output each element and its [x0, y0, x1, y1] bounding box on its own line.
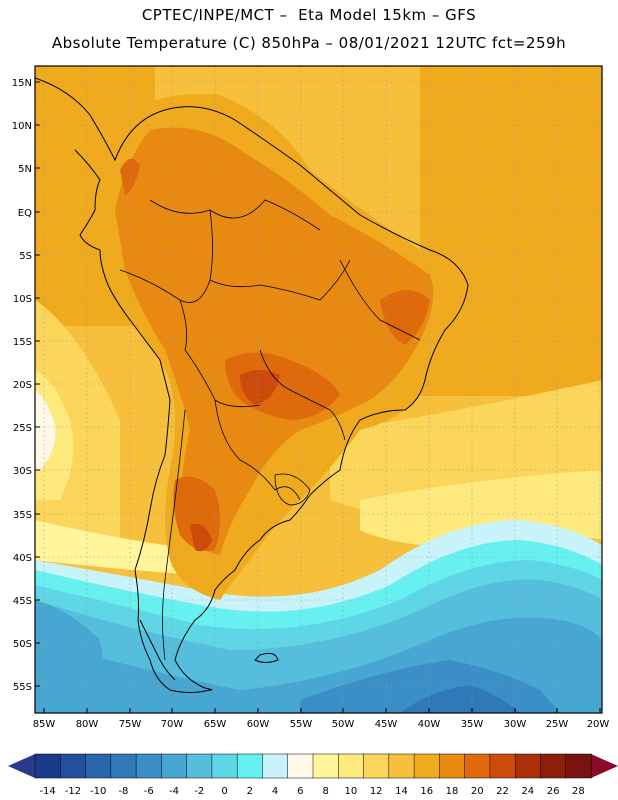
colorbar-swatch — [34, 753, 62, 779]
colorbar-label: -8 — [118, 786, 128, 797]
lon-label: 35W — [461, 719, 484, 730]
colorbar-swatch — [540, 753, 567, 779]
colorbar-label: 14 — [395, 786, 408, 797]
lat-label: 30S — [13, 466, 32, 477]
lat-label: 50S — [13, 639, 32, 650]
lat-label: 15N — [12, 78, 32, 89]
colorbar-swatch — [60, 753, 87, 779]
colorbar-swatch — [489, 753, 516, 779]
colorbar-label: 16 — [420, 786, 433, 797]
colorbar-label: -14 — [39, 786, 55, 797]
colorbar-swatch — [85, 753, 112, 779]
colorbar-label: 10 — [345, 786, 358, 797]
colorbar-swatch — [135, 753, 163, 779]
lon-label: 75W — [119, 719, 142, 730]
lon-label: 80W — [76, 719, 99, 730]
lat-label: 45S — [13, 596, 32, 607]
colorbar-label: -12 — [65, 786, 81, 797]
colorbar-label: 26 — [547, 786, 560, 797]
colorbar-label: 12 — [370, 786, 383, 797]
colorbar-label: -2 — [194, 786, 204, 797]
colorbar-label: 4 — [272, 786, 278, 797]
map-title: CPTEC/INPE/MCT – Eta Model 15km – GFS — [141, 6, 477, 24]
graticule — [35, 66, 602, 713]
colorbar-high-arrow — [591, 754, 618, 778]
lon-labels: 85W 80W 75W 70W 65W 60W 55W 50W 45W 40W … — [33, 719, 610, 730]
colorbar-swatch — [262, 753, 289, 779]
colorbar-label: -6 — [144, 786, 154, 797]
lat-label: 25S — [13, 423, 32, 434]
colorbar-swatch — [110, 753, 137, 779]
colorbar-swatch — [161, 753, 188, 779]
colorbar-label: 24 — [521, 786, 534, 797]
colorbar-label: 8 — [322, 786, 328, 797]
lat-label: EQ — [18, 208, 32, 219]
lon-label: 55W — [290, 719, 313, 730]
colorbar-label: 20 — [471, 786, 484, 797]
lat-label: 5S — [19, 251, 32, 262]
lon-label: 40W — [418, 719, 441, 730]
lat-label: 55S — [13, 682, 32, 693]
colorbar-swatch — [514, 753, 542, 779]
colorbar-label: 18 — [446, 786, 459, 797]
colorbar-label: 28 — [572, 786, 585, 797]
lon-label: 60W — [247, 719, 270, 730]
lat-label: 20S — [13, 380, 32, 391]
colorbar-label: 0 — [221, 786, 227, 797]
colorbar-swatch — [363, 753, 390, 779]
country-borders — [119, 199, 421, 661]
map-subtitle: Absolute Temperature (C) 850hPa – 08/01/… — [51, 34, 567, 52]
colorbar-label: -4 — [169, 786, 179, 797]
colorbar-label: 2 — [247, 786, 253, 797]
colorbar-label: -10 — [90, 786, 106, 797]
temperature-field — [35, 66, 602, 713]
coastlines — [35, 77, 469, 693]
lon-label: 45W — [375, 719, 398, 730]
colorbar-swatch — [439, 753, 466, 779]
lat-label: 40S — [13, 553, 32, 564]
colorbar-swatch — [211, 753, 238, 779]
lon-label: 65W — [204, 719, 227, 730]
colorbar-swatch — [464, 753, 491, 779]
colorbar-swatch — [413, 753, 441, 779]
colorbar-swatch — [338, 753, 365, 779]
lon-label: 30W — [504, 719, 527, 730]
lat-label: 15S — [13, 337, 32, 348]
colorbar-label: 22 — [496, 786, 509, 797]
colorbar-swatch — [565, 753, 592, 779]
lon-label: 85W — [33, 719, 56, 730]
colorbar-low-arrow — [8, 754, 35, 778]
lat-labels: 15N 10N 5N EQ 5S 10S 15S 20S 25S 30S 35S… — [12, 78, 32, 693]
lon-ticks — [43, 708, 601, 713]
colorbar: -14 -12 -10 -8 -6 -4 -2 0 2 4 6 8 10 12 14 16 18 20 22 24 26… — [8, 753, 618, 797]
map-frame — [34, 65, 603, 714]
lon-label: 70W — [161, 719, 184, 730]
colorbar-swatch — [287, 753, 314, 779]
lat-ticks — [35, 81, 40, 687]
lon-label: 25W — [546, 719, 569, 730]
lat-label: 35S — [13, 510, 32, 521]
colorbar-swatch — [312, 753, 340, 779]
colorbar-swatch — [388, 753, 415, 779]
colorbar-swatch — [236, 753, 264, 779]
lat-label: 10N — [12, 121, 32, 132]
lat-label: 10S — [13, 294, 32, 305]
colorbar-swatch — [186, 753, 213, 779]
lat-label: 5N — [18, 164, 32, 175]
lon-label: 20W — [587, 719, 610, 730]
colorbar-label: 6 — [297, 786, 303, 797]
lon-label: 50W — [332, 719, 355, 730]
